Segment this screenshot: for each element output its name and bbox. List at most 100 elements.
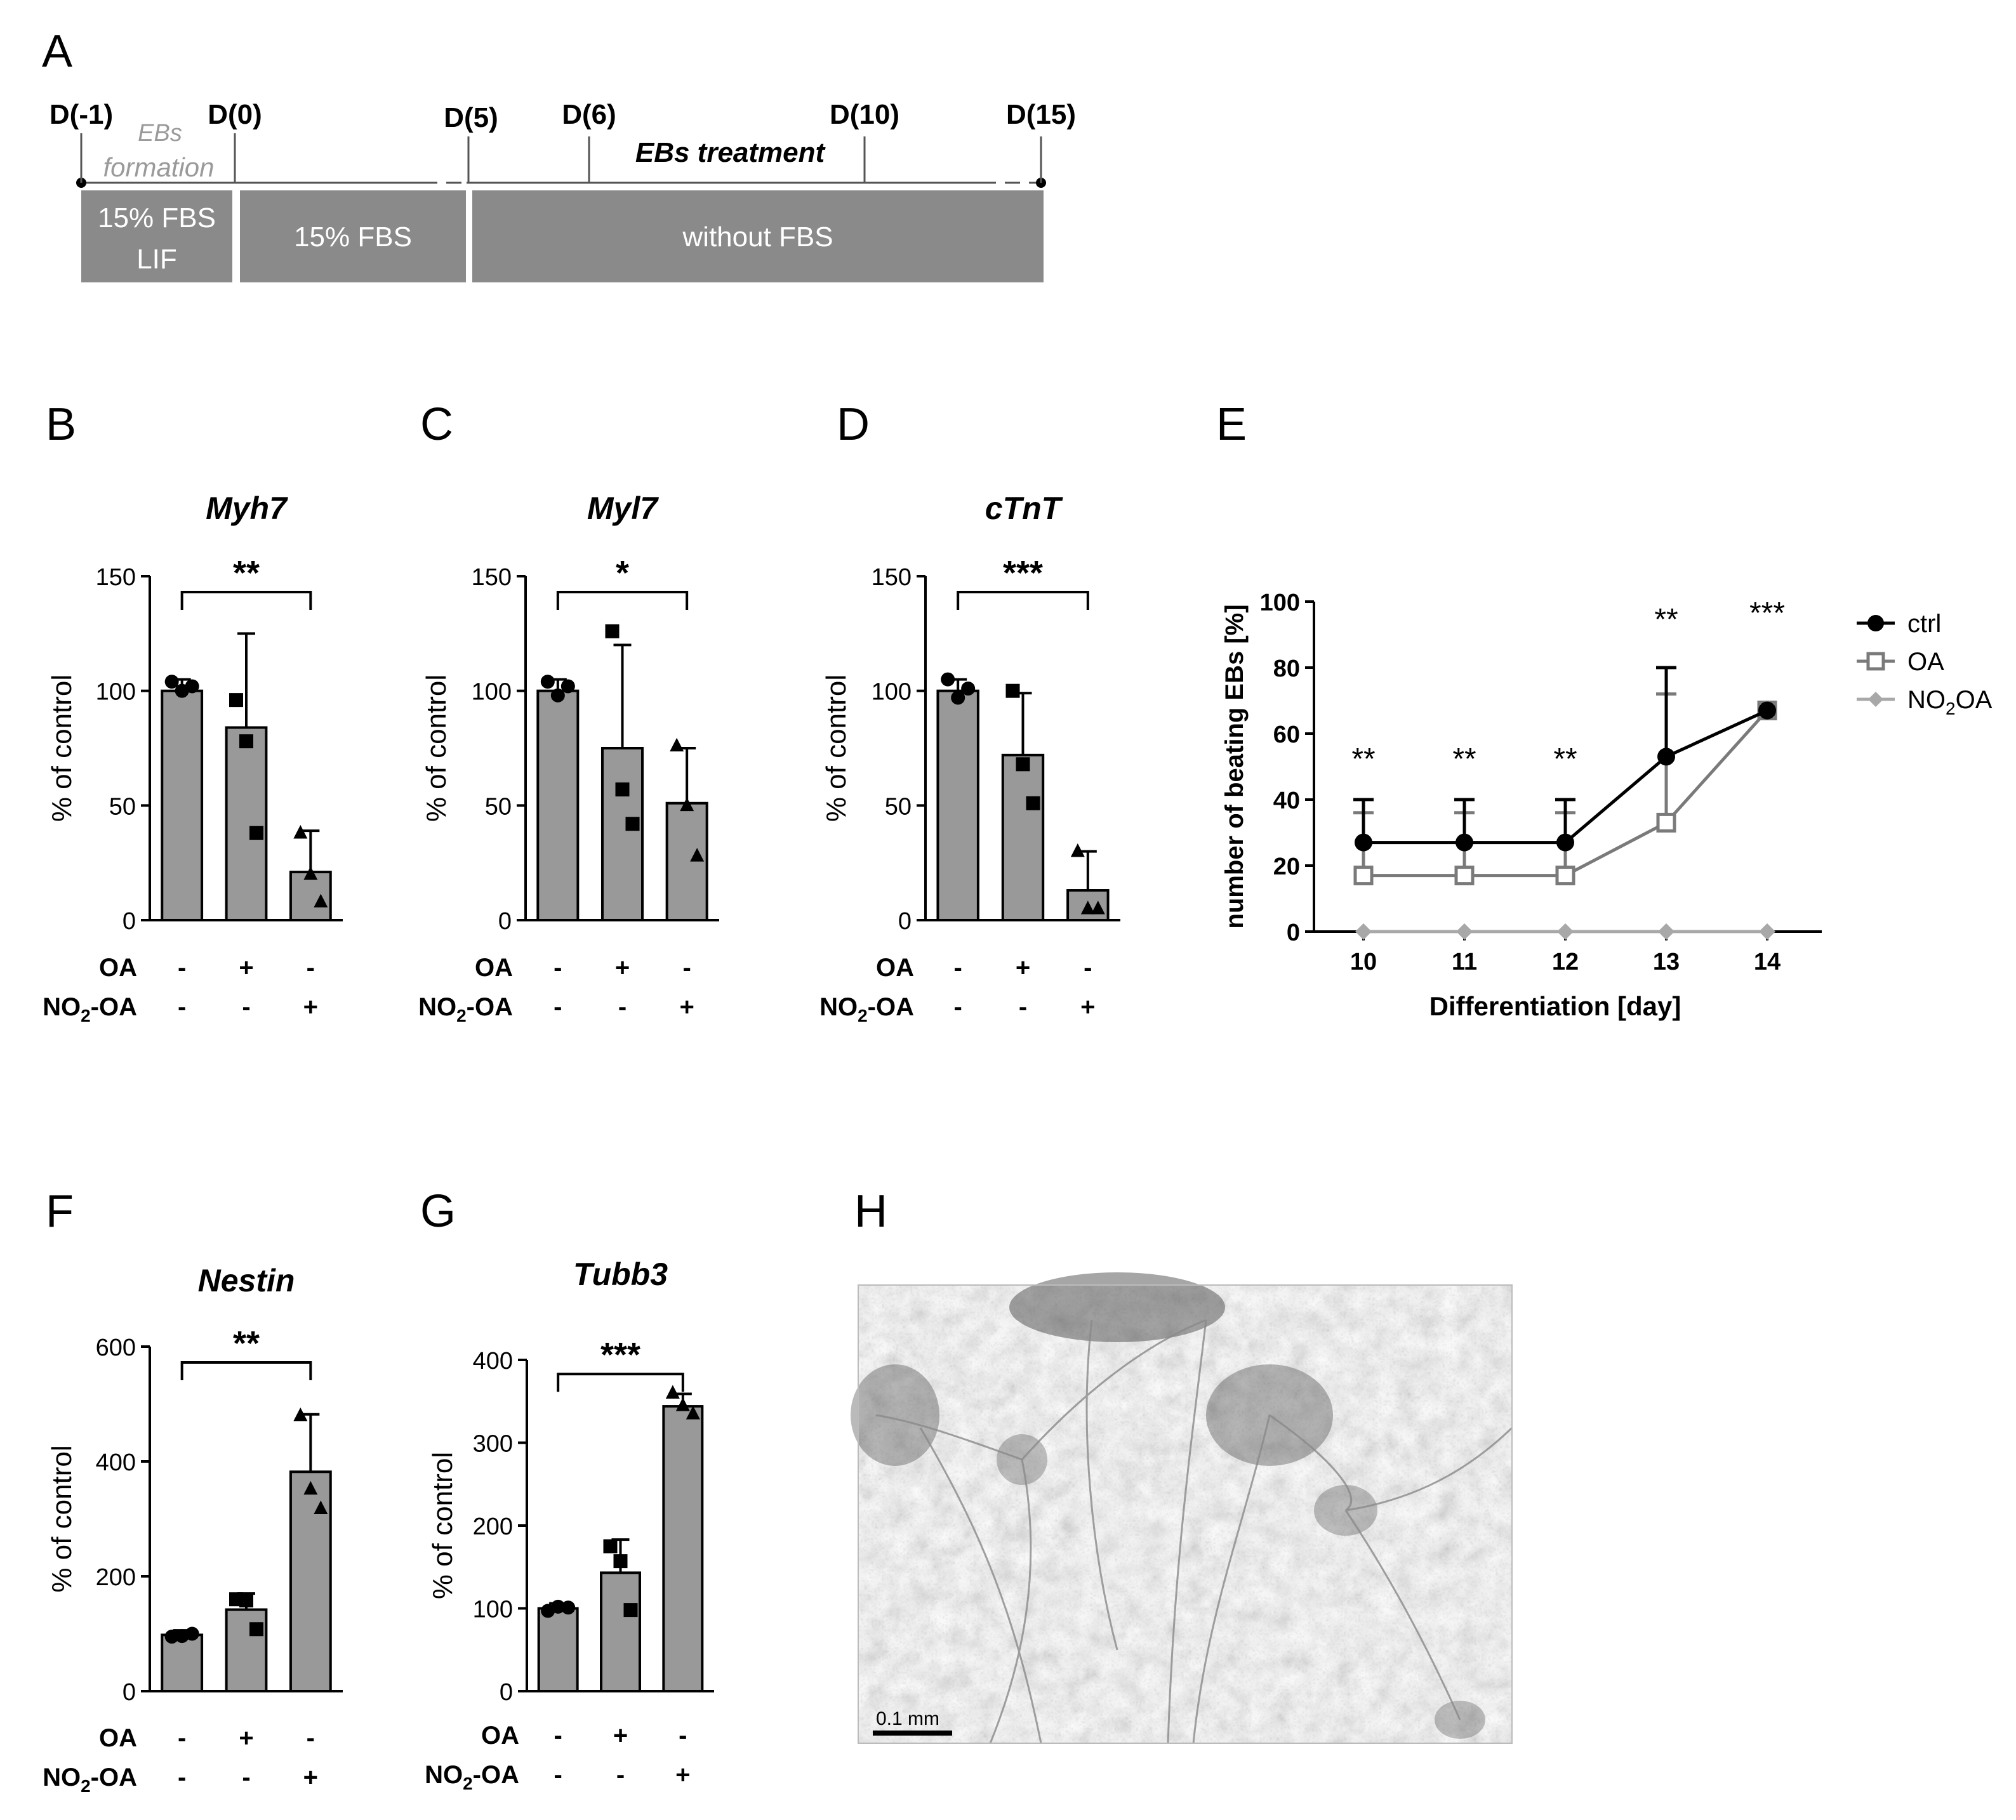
micrograph-frame — [858, 1284, 1513, 1744]
timeline-panel: D(-1) D(0) D(5) D(6) D(10) D(15) EBs for… — [50, 99, 1076, 282]
y-tick-label: 40 — [1273, 788, 1300, 814]
y-tick-label: 20 — [1273, 854, 1300, 880]
micrograph-texture — [858, 1285, 1512, 1743]
legend-marker — [1866, 652, 1885, 671]
data-point — [314, 1500, 328, 1515]
no2-sign: - — [1019, 993, 1027, 1021]
oa-sign: + — [239, 1724, 253, 1752]
significance-label: ** — [1654, 603, 1678, 636]
bar — [225, 726, 268, 921]
y-tick-label: 0 — [898, 908, 912, 935]
bar — [536, 689, 580, 921]
day-label-d0: D(0) — [208, 99, 262, 130]
data-point — [1456, 923, 1473, 940]
data-point — [665, 1385, 680, 1399]
significance-label: * — [616, 554, 629, 592]
data-point — [164, 1630, 179, 1644]
y-tick-label: 0 — [498, 908, 512, 935]
chart-nestin: Nestin % of control 0 200 400 600 ** OA NO2-OA - +… — [43, 1263, 343, 1796]
data-point — [1353, 866, 1374, 886]
data-point — [1355, 833, 1372, 852]
chart-title: Myl7 — [587, 491, 659, 526]
bar — [600, 747, 644, 921]
no2-sign: + — [303, 1764, 318, 1791]
y-tick-label: 200 — [473, 1513, 513, 1540]
no2-sign: - — [554, 1761, 562, 1789]
data-point — [293, 1407, 308, 1421]
phase-eb-formation-line1: EBs — [138, 120, 182, 147]
oa-row-label: OA — [876, 954, 914, 982]
chart-beating-ebs: 0 20 40 60 80 100 10 11 12 13 14 Differentiation [d… — [1221, 590, 1993, 1021]
panel-label-d: D — [837, 399, 870, 450]
significance-label: ** — [1452, 742, 1476, 776]
data-point — [561, 1600, 576, 1615]
data-point — [1759, 923, 1775, 940]
data-point — [551, 1599, 566, 1614]
bar — [289, 1470, 332, 1693]
chart-title: cTnT — [985, 491, 1064, 526]
y-axis-label: % of control — [46, 1445, 77, 1592]
y-tick-label: 50 — [109, 793, 136, 820]
oa-sign: - — [178, 954, 186, 982]
y-tick-label: 0 — [1287, 920, 1300, 946]
chart-title: Tubb3 — [573, 1256, 668, 1292]
x-tick-label: 10 — [1350, 949, 1377, 975]
data-point — [1556, 833, 1574, 852]
data-point — [605, 624, 620, 638]
bar — [665, 801, 708, 921]
y-tick-label: 80 — [1273, 656, 1300, 682]
no2-sign: + — [303, 993, 318, 1021]
oa-sign: - — [307, 954, 315, 982]
phase-treatment-label: EBs treatment — [635, 137, 826, 168]
x-tick-label: 12 — [1552, 949, 1579, 975]
medium-box-fbs — [240, 190, 466, 282]
y-tick-label: 60 — [1273, 722, 1300, 748]
data-point — [303, 1480, 318, 1495]
panel-label-e: E — [1216, 399, 1247, 450]
y-axis-label: number of beating EBs [%] — [1221, 604, 1249, 928]
data-point — [249, 1622, 263, 1637]
data-point — [613, 1554, 628, 1569]
no2-sign: - — [618, 993, 627, 1021]
data-point — [625, 817, 640, 831]
bar — [662, 1405, 704, 1693]
oa-sign: - — [554, 954, 562, 982]
x-tick-label: 14 — [1754, 949, 1781, 975]
phase-eb-formation-line2: formation — [103, 152, 214, 182]
legend-label: NO2OA — [1907, 686, 1993, 718]
data-point — [249, 826, 263, 840]
data-point — [185, 679, 199, 694]
data-point — [1758, 701, 1776, 720]
data-point — [1656, 812, 1676, 833]
y-tick-label: 50 — [885, 793, 912, 820]
chart-ctnt: cTnT % of control 0 50 100 150 *** OA NO2-OA - + - -… — [819, 491, 1120, 1025]
no2-sign: - — [178, 993, 186, 1021]
data-point — [239, 1593, 253, 1608]
legend-label: OA — [1907, 648, 1944, 676]
oa-sign: - — [178, 1724, 186, 1752]
medium-box-fbs-lif — [81, 190, 232, 282]
day-label-d10: D(10) — [830, 99, 899, 130]
oa-sign: + — [1016, 954, 1030, 982]
data-point — [1070, 843, 1085, 857]
significance-bracket — [957, 591, 1089, 610]
no2-sign: - — [242, 1764, 250, 1791]
data-point — [686, 1406, 700, 1420]
data-point — [1355, 923, 1372, 940]
data-point — [615, 782, 630, 797]
bar — [161, 1633, 204, 1693]
y-tick-label: 100 — [1260, 590, 1300, 616]
no2-sign: - — [178, 1764, 186, 1791]
y-tick-label: 150 — [872, 564, 912, 591]
data-point — [550, 688, 565, 702]
oa-sign: + — [613, 1722, 628, 1750]
no2-oa-row-label: NO2-OA — [819, 993, 914, 1025]
scale-bar — [873, 1731, 952, 1736]
x-axis-label: Differentiation [day] — [1429, 991, 1681, 1021]
legend-marker — [1868, 692, 1883, 707]
panel-label-a: A — [42, 26, 72, 77]
legend-marker — [1867, 615, 1884, 631]
y-tick-label: 600 — [96, 1335, 136, 1361]
medium-label-no-fbs: without FBS — [682, 221, 833, 253]
